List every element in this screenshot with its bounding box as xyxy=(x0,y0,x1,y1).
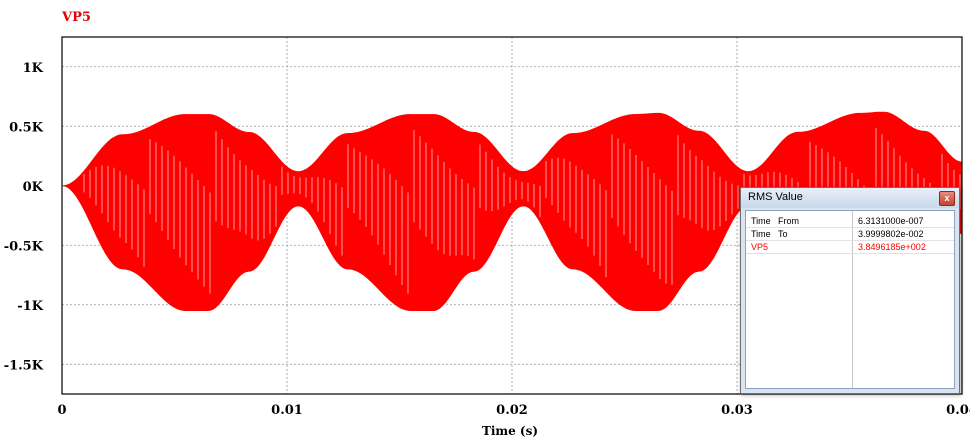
rms-row-separator xyxy=(746,227,954,228)
plot-frame xyxy=(61,36,963,395)
x-tick-label: 0.04 xyxy=(946,403,970,418)
rms-value-table: Time From 6.3131000e-007 Time To 3.9999802e-0… xyxy=(745,210,955,389)
rms-row-separator xyxy=(746,240,954,241)
rms-row-sublabel: To xyxy=(778,229,788,239)
rms-value-window[interactable]: RMS Value x Time From 6.3131000e-007 Time To… xyxy=(740,187,960,394)
close-icon[interactable]: x xyxy=(939,191,955,206)
rms-window-title: RMS Value xyxy=(748,191,803,203)
y-tick-label: -0.5K xyxy=(4,239,44,254)
x-tick-labels: 0 0.01 0.02 0.03 0.04 xyxy=(57,403,970,418)
series-title: VP5 xyxy=(61,10,91,25)
rms-row-separator xyxy=(746,253,954,254)
rms-row-value: 3.9999802e-002 xyxy=(858,229,924,239)
y-tick-label: 0.5K xyxy=(9,120,44,135)
y-tick-labels: 1K 0.5K 0K -0.5K -1K -1.5K xyxy=(4,61,44,374)
rms-column-divider xyxy=(852,211,853,388)
rms-row-value: 3.8496185e+002 xyxy=(858,242,926,252)
x-tick-label: 0.03 xyxy=(721,403,753,418)
y-tick-label: -1.5K xyxy=(4,358,44,373)
y-tick-label: 1K xyxy=(23,61,44,76)
y-tick-label: 0K xyxy=(23,180,44,195)
x-tick-label: 0.02 xyxy=(496,403,528,418)
rms-row-label: VP5 xyxy=(751,242,769,252)
x-tick-label: 0.01 xyxy=(271,403,303,418)
rms-window-titlebar[interactable]: RMS Value x xyxy=(741,188,959,208)
rms-row-label: Time xyxy=(751,216,771,226)
rms-row: VP5 3.8496185e+002 xyxy=(746,241,954,254)
rms-row: Time To 3.9999802e-002 xyxy=(746,228,954,241)
rms-row-value: 6.3131000e-007 xyxy=(858,216,924,226)
rms-row-sublabel: From xyxy=(778,216,799,226)
x-axis-label: Time (s) xyxy=(482,424,538,438)
x-tick-label: 0 xyxy=(57,403,66,418)
rms-row: Time From 6.3131000e-007 xyxy=(746,215,954,228)
rms-row-label: Time xyxy=(751,229,771,239)
y-tick-label: -1K xyxy=(17,299,43,314)
